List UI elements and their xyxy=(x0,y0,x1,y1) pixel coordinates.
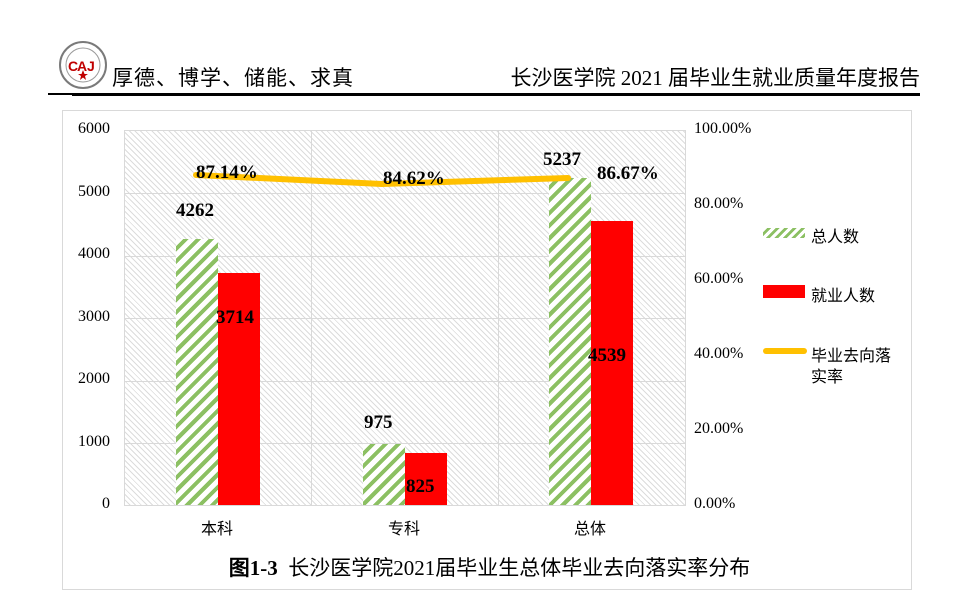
y2-tick: 20.00% xyxy=(694,420,744,437)
gridline xyxy=(125,318,685,319)
y-tick: 4000 xyxy=(78,245,110,262)
rate-line xyxy=(193,172,571,187)
bar-employed-benke xyxy=(218,273,260,505)
data-label: 4262 xyxy=(176,200,214,221)
line-swatch-icon xyxy=(763,348,807,354)
y-tick: 6000 xyxy=(78,120,110,137)
y-tick: 2000 xyxy=(78,370,110,387)
hatched-swatch-icon xyxy=(763,228,805,238)
page-header: C A J 厚德、博学、储能、求真 长沙医学院 2021 届毕业生就业质量年度报… xyxy=(48,32,920,94)
college-seal-icon: C A J xyxy=(59,41,107,89)
bar-total-benke xyxy=(176,239,218,505)
data-label: 4539 xyxy=(588,345,626,366)
y-tick: 0 xyxy=(102,495,110,512)
y-tick: 1000 xyxy=(78,433,110,450)
report-title: 长沙医学院 2021 届毕业生就业质量年度报告 xyxy=(510,66,921,90)
header-divider-left xyxy=(48,93,72,95)
y2-tick: 60.00% xyxy=(694,270,744,287)
y2-tick: 0.00% xyxy=(694,495,736,512)
header-divider xyxy=(72,93,920,96)
data-label: 84.62% xyxy=(383,168,445,189)
data-label: 975 xyxy=(364,412,393,433)
x-tick: 专科 xyxy=(387,519,420,538)
y-tick: 5000 xyxy=(78,183,110,200)
y-tick: 3000 xyxy=(78,308,110,325)
svg-text:J: J xyxy=(87,58,95,74)
gridline xyxy=(498,131,499,505)
bar-employed-zhuanke xyxy=(405,453,447,505)
motto-text: 厚德、博学、储能、求真 xyxy=(112,66,354,90)
data-label: 3714 xyxy=(216,307,254,328)
red-swatch-icon xyxy=(763,285,805,298)
data-label: 5237 xyxy=(543,149,581,170)
bar-total-overall xyxy=(549,178,591,505)
gridline xyxy=(125,443,685,444)
gridline xyxy=(311,131,312,505)
data-label: 825 xyxy=(406,476,435,497)
x-tick: 总体 xyxy=(573,519,606,538)
svg-text:A: A xyxy=(77,58,87,74)
x-tick: 本科 xyxy=(200,519,233,538)
gridline xyxy=(125,381,685,382)
y2-tick: 40.00% xyxy=(694,345,744,362)
plot-area xyxy=(124,130,686,506)
gridline xyxy=(125,193,685,194)
caption-prefix: 图1-3 xyxy=(228,556,278,580)
y2-tick: 80.00% xyxy=(694,195,744,212)
caption-text: 长沙医学院2021届毕业生总体毕业去向落实率分布 xyxy=(288,556,751,580)
y2-tick: 100.00% xyxy=(694,120,752,137)
gridline xyxy=(125,256,685,257)
bar-total-zhuanke xyxy=(363,444,405,505)
chart-caption: 图1-3 长沙医学院2021届毕业生总体毕业去向落实率分布 xyxy=(0,552,979,582)
data-label: 87.14% xyxy=(196,162,258,183)
bar-employed-overall xyxy=(591,221,633,505)
svg-text:C: C xyxy=(68,58,78,74)
data-label: 86.67% xyxy=(597,163,659,184)
